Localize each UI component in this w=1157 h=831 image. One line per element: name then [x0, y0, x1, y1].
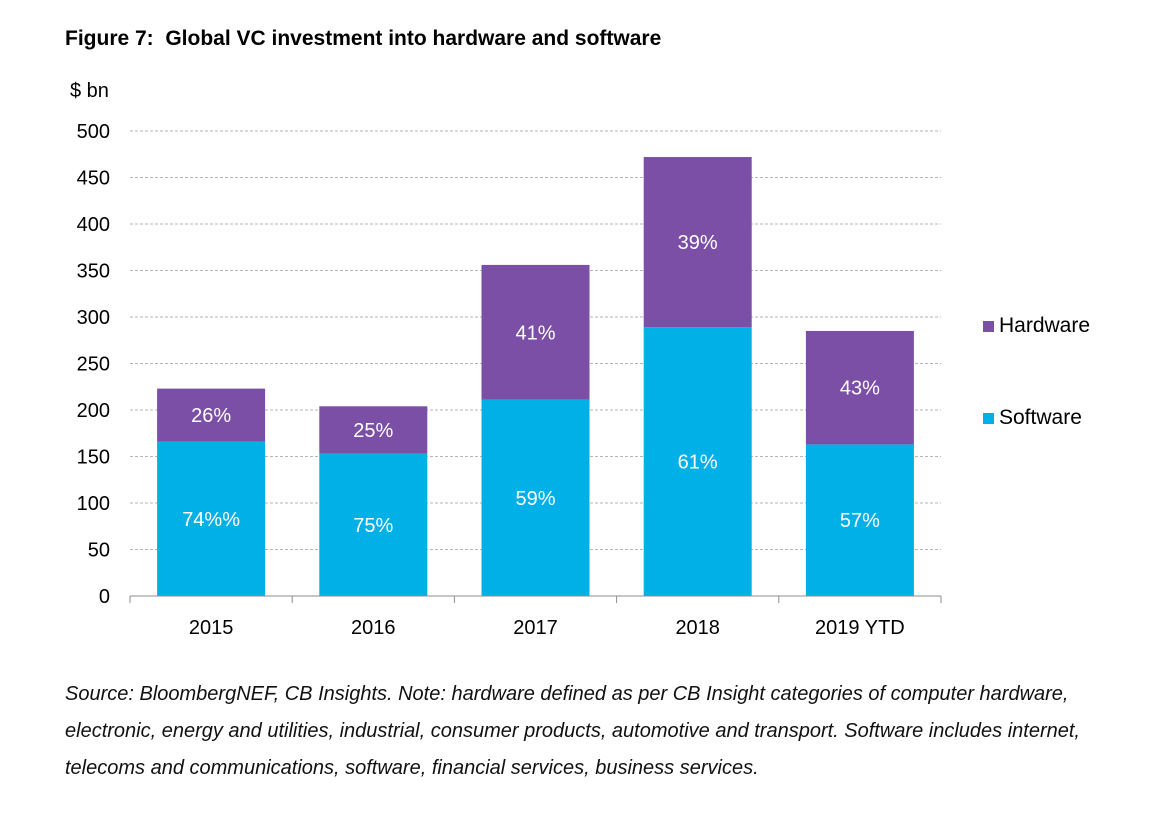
legend-swatch-software — [983, 413, 994, 424]
data-label: 25% — [353, 420, 393, 442]
bar-segment-software — [481, 399, 590, 596]
bar-segment-software — [319, 453, 428, 596]
bar-segment-software — [805, 444, 914, 596]
y-tick-label: 500 — [77, 121, 110, 143]
y-tick-label: 450 — [77, 168, 110, 190]
bar-segment-software — [157, 441, 266, 596]
y-tick-label: 150 — [77, 447, 110, 469]
bar-segment-hardware — [481, 264, 590, 400]
y-tick-label: 100 — [77, 493, 110, 515]
y-tick-label: 400 — [77, 214, 110, 236]
y-unit-label: $ bn — [70, 80, 109, 102]
legend: Hardware Software — [983, 314, 1090, 429]
y-tick-label: 250 — [77, 354, 110, 376]
x-tick-label: 2018 — [675, 617, 720, 639]
bar-segment-hardware — [157, 388, 266, 442]
y-tick-label: 0 — [99, 586, 110, 608]
bar-segment-software — [643, 327, 752, 596]
y-tick-label: 300 — [77, 307, 110, 329]
y-tick-label: 50 — [88, 540, 110, 562]
bars: 74%% 26% 75% 25% 59% 41% 61% 39% 57% 43% — [157, 157, 914, 596]
x-tick-label: 2016 — [351, 617, 396, 639]
bar-segment-hardware — [805, 330, 914, 445]
legend-swatch-hardware — [983, 321, 994, 332]
y-axis: 0 50 100 150 200 250 300 350 400 450 500 $ bn — [70, 80, 110, 608]
x-tick-label: 2015 — [189, 617, 234, 639]
bar-segment-hardware — [643, 157, 752, 328]
data-label: 59% — [515, 488, 555, 510]
data-label: 43% — [840, 378, 880, 400]
data-label: 41% — [515, 322, 555, 344]
data-label: 74%% — [182, 509, 240, 531]
data-label: 57% — [840, 510, 880, 532]
x-axis: 2015 2016 2017 2018 2019 YTD — [129, 595, 942, 639]
data-label: 39% — [678, 232, 718, 254]
stacked-bar-chart: 0 50 100 150 200 250 300 350 400 450 500 $ bn 74%% 2… — [70, 80, 1090, 639]
legend-label-software: Software — [999, 406, 1082, 429]
x-tick-label: 2019 YTD — [815, 617, 905, 639]
legend-label-hardware: Hardware — [999, 314, 1090, 337]
data-label: 26% — [191, 405, 231, 427]
bar-segment-hardware — [319, 406, 428, 454]
y-tick-label: 200 — [77, 400, 110, 422]
data-label: 61% — [678, 452, 718, 474]
x-tick-label: 2017 — [513, 617, 558, 639]
data-label: 75% — [353, 515, 393, 537]
y-tick-label: 350 — [77, 261, 110, 283]
chart-title: Figure 7: Global VC investment into hard… — [65, 27, 662, 50]
source-note: Source: BloombergNEF, CB Insights. Note:… — [65, 683, 1080, 779]
